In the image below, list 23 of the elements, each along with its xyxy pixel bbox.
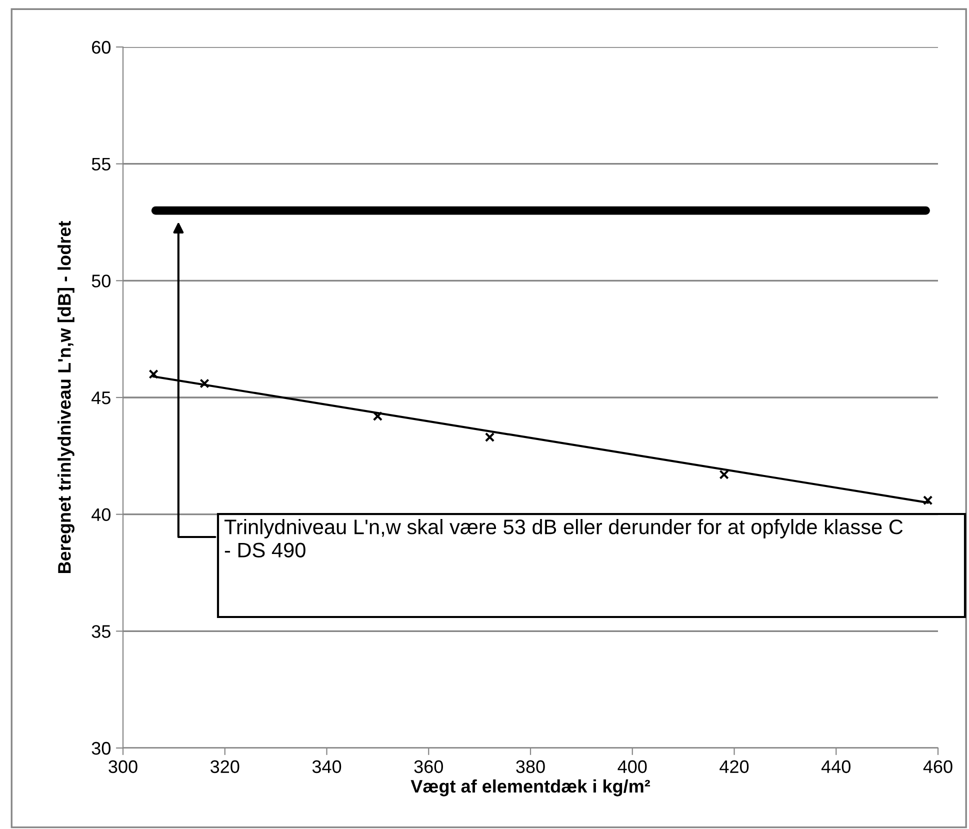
y-tick-label: 35 [92,625,110,638]
x-tick-label: 320 [210,760,240,774]
y-tick-label: 60 [92,40,110,54]
x-tick-label: 300 [108,760,138,774]
y-axis-title: Beregnet trinlydniveau L'n,w [dB] - lodret [58,221,74,573]
point [719,470,729,480]
x-tick-label: 360 [414,760,443,774]
point [372,411,383,422]
point [484,432,495,442]
x-tick-label: 420 [720,760,749,774]
y-tick-label: 40 [92,508,110,522]
point [200,378,210,388]
x-axis-title: Vægt af elementdæk i kg/m² [410,779,650,796]
x-tick-label: 400 [618,760,647,774]
x-tick-label: 460 [923,760,952,774]
x-tick-label: 340 [312,760,342,774]
y-tick-label: 50 [92,274,110,288]
x-tick-label: 380 [516,760,545,774]
y-tick-label: 30 [92,742,110,755]
annotation: Trinlydniveau L'n,w skal være 53 dB eller derunder for at opfylde klasse C - DS 490 [224,519,903,558]
y-tick-label: 45 [92,392,110,404]
x-tick-label: 440 [821,760,850,774]
y-tick-label: 55 [92,158,110,171]
